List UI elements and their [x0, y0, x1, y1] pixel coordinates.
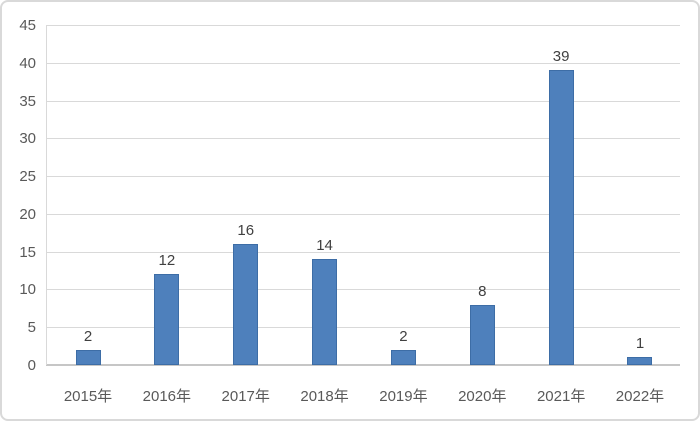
bar [627, 357, 653, 365]
x-axis-baseline [46, 364, 680, 366]
bar-value-label: 12 [158, 252, 176, 270]
x-tick-label: 2022年 [615, 388, 665, 405]
y-tick-label: 10 [19, 281, 36, 299]
x-tick-label: 2015年 [63, 388, 113, 405]
bar [154, 274, 180, 365]
bar-value-label: 1 [635, 335, 645, 353]
gridline [46, 289, 680, 291]
bar [548, 70, 574, 365]
gridline [46, 176, 680, 178]
y-tick-label: 20 [19, 205, 36, 223]
x-tick-label: 2019年 [379, 388, 428, 405]
x-tick-label: 2020年 [458, 388, 507, 405]
gridline [46, 100, 680, 102]
gridline [46, 251, 680, 253]
y-tick-label: 25 [19, 168, 36, 186]
bar [233, 244, 259, 365]
y-tick-label: 45 [19, 17, 36, 34]
y-tick-label: 30 [19, 130, 36, 148]
y-tick-label: 5 [27, 319, 36, 337]
bar [75, 349, 101, 365]
bar-value-label: 39 [552, 48, 570, 66]
x-tick-label: 2018年 [300, 388, 349, 405]
y-tick-label: 35 [19, 92, 36, 110]
bar-value-label: 2 [399, 327, 408, 345]
gridline [46, 25, 680, 26]
x-tick-label: 2016年 [142, 388, 192, 405]
bar [312, 259, 338, 365]
bar-value-label: 16 [237, 222, 255, 240]
bar-value-label: 14 [316, 237, 333, 255]
gridline [46, 138, 680, 140]
y-tick-label: 0 [27, 357, 36, 374]
x-tick-label: 2021年 [536, 388, 586, 405]
gridline [46, 213, 680, 215]
gridline [46, 62, 680, 64]
bar [469, 304, 495, 365]
gridline [46, 327, 680, 329]
bar-value-label: 8 [478, 282, 487, 300]
y-tick-label: 40 [19, 54, 36, 72]
y-axis-line [46, 25, 47, 365]
x-tick-label: 2017年 [221, 388, 270, 405]
bar [390, 349, 416, 365]
y-tick-label: 15 [19, 243, 36, 261]
bar-value-label: 2 [83, 327, 93, 345]
